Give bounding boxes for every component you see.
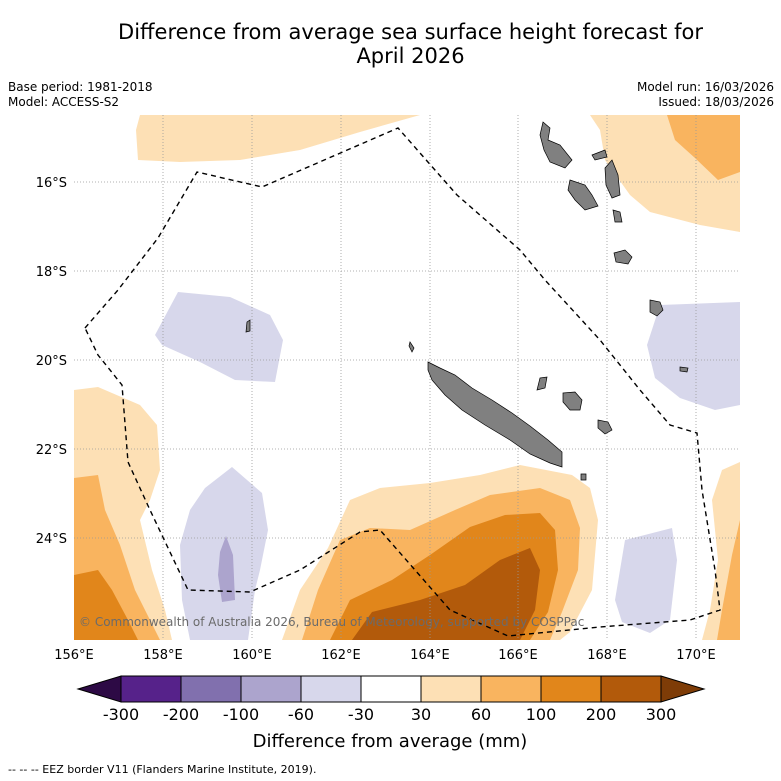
hunter-island	[679, 366, 689, 373]
meta-left: Base period: 1981-2018 Model: ACCESS-S2	[8, 80, 153, 110]
anomaly-region-200-300-south	[352, 548, 540, 640]
map-area: © Commonwealth of Australia 2026, Bureau…	[74, 115, 740, 640]
lon-label: 166°E	[498, 648, 538, 663]
colorbar-tick-label: 30	[411, 705, 431, 724]
fiji-west-island	[649, 299, 664, 317]
lon-label: 168°E	[587, 648, 627, 663]
anomaly-region-60-100-north-east	[667, 115, 740, 180]
map-title-line-2: April 2026	[356, 44, 465, 68]
anomaly-region-neg-west	[155, 292, 283, 382]
eez-border	[84, 127, 721, 637]
longitude-labels: 156°E 158°E 160°E 162°E 164°E 166°E 168°…	[54, 648, 716, 663]
belep-islet	[408, 341, 415, 353]
latitude-labels: 16°S 18°S 20°S 22°S 24°S	[36, 176, 67, 547]
lat-label: 16°S	[36, 176, 67, 191]
lat-label: 20°S	[36, 354, 67, 369]
colorbar-tick-label: -200	[163, 705, 199, 724]
colorbar-tick-label: -60	[288, 705, 314, 724]
vanuatu-ambae	[591, 149, 608, 161]
map-title: Difference from average sea surface heig…	[0, 20, 781, 68]
colorbar-bin	[180, 675, 242, 703]
land	[245, 121, 689, 481]
colorbar-underflow	[76, 675, 122, 703]
colorbar-title: Difference from average (mm)	[253, 731, 528, 752]
vanuatu-malekula	[567, 179, 599, 211]
colorbar-bin	[420, 675, 482, 703]
loyalty-mare	[597, 419, 613, 435]
anomaly-region-60-100-east	[717, 520, 740, 640]
loyalty-lifou	[562, 391, 583, 411]
map-title-line-1: Difference from average sea surface heig…	[118, 20, 703, 44]
anomaly-region-30-60-north-west	[136, 115, 420, 162]
lon-label: 162°E	[321, 648, 361, 663]
colorbar-bin	[540, 675, 602, 703]
copyright-text: © Commonwealth of Australia 2026, Bureau…	[79, 615, 584, 629]
vanuatu-tanna	[613, 249, 633, 265]
colorbar-tick-label: 100	[526, 705, 557, 724]
loyalty-ouvea	[536, 376, 548, 391]
colorbar-tick-label: -30	[348, 705, 374, 724]
new-caledonia-mainland	[427, 361, 563, 468]
colorbar-bin	[360, 675, 422, 703]
lon-label: 170°E	[676, 648, 716, 663]
colorbar-bin	[300, 675, 362, 703]
lon-label: 160°E	[232, 648, 272, 663]
anomaly-region-neg-60-100-southwest	[218, 536, 235, 602]
lon-label: 164°E	[410, 648, 450, 663]
colorbar-tick-label: 60	[471, 705, 491, 724]
lat-label: 18°S	[36, 265, 67, 280]
colorbar-tick-label: -300	[103, 705, 139, 724]
lon-label: 156°E	[54, 648, 94, 663]
colorbar-tick-label: 300	[646, 705, 677, 724]
vanuatu-efate	[604, 159, 621, 199]
colorbar: -300 -200 -100 -60 -30 30 60 100 200 300 Differen…	[76, 675, 706, 752]
colorbar-bin	[600, 675, 662, 703]
walpole-islet	[580, 473, 587, 481]
model-run-text: Model run: 16/03/2026	[636, 80, 774, 94]
meta-right: Model run: 16/03/2026 Issued: 18/03/2026	[637, 80, 774, 110]
colorbar-bins	[120, 675, 662, 703]
anomaly-region-100-200-west	[74, 570, 138, 640]
vanuatu-espiritu-santo	[539, 121, 573, 169]
lat-label: 24°S	[36, 532, 67, 547]
colorbar-bin	[480, 675, 542, 703]
lat-label: 22°S	[36, 443, 67, 458]
lon-label: 158°E	[143, 648, 183, 663]
graticule	[74, 115, 740, 640]
colorbar-tick-label: -100	[223, 705, 259, 724]
model-text: Model: ACCESS-S2	[8, 95, 120, 109]
anomaly-region-neg-east	[647, 302, 740, 410]
colorbar-tick-label: 200	[586, 705, 617, 724]
colorbar-overflow	[660, 675, 706, 703]
colorbar-ticks: -300 -200 -100 -60 -30 30 60 100 200 300	[103, 705, 676, 724]
colorbar-bin	[240, 675, 302, 703]
base-period-text: Base period: 1981-2018	[8, 80, 153, 94]
colorbar-bin	[120, 675, 182, 703]
eez-legend-note: -- -- -- EEZ border V11 (Flanders Marine…	[8, 763, 317, 776]
issued-text: Issued: 18/03/2026	[658, 95, 774, 109]
chesterfield-islet	[245, 319, 251, 333]
anomaly-region-neg-southeast	[615, 528, 677, 633]
vanuatu-southern-isles	[612, 209, 623, 223]
